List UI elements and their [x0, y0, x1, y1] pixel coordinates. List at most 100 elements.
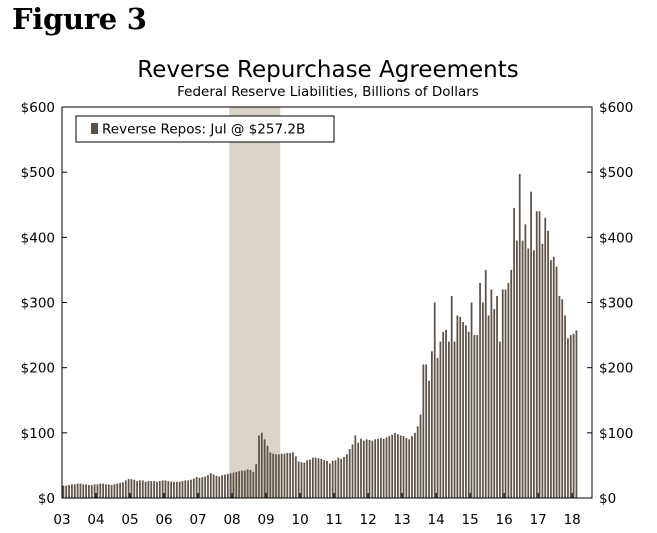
x-tick-label: 06	[155, 512, 172, 528]
bar	[212, 474, 215, 498]
bar	[269, 452, 272, 498]
bar	[379, 438, 382, 498]
bar	[209, 473, 212, 498]
bar	[569, 335, 572, 498]
bar	[263, 439, 266, 498]
bar	[541, 243, 544, 498]
bar	[62, 485, 65, 498]
bar	[323, 460, 326, 498]
bar	[357, 442, 360, 498]
bar	[309, 459, 311, 498]
bar	[144, 481, 147, 498]
bar	[130, 479, 133, 498]
bar	[133, 479, 136, 498]
bar	[544, 217, 547, 499]
bar	[365, 439, 368, 498]
bar	[428, 380, 430, 498]
x-axis-labels: 03 04 05 06 07 08 09 10 11 12 13 14 15 16 17 18	[53, 512, 580, 528]
bar	[564, 315, 566, 498]
bar	[224, 474, 226, 498]
bar	[419, 414, 422, 498]
bar	[201, 477, 204, 498]
bar	[411, 436, 413, 498]
bar	[88, 484, 90, 498]
bar	[232, 472, 235, 498]
bar	[110, 484, 113, 498]
bar	[402, 436, 405, 498]
bar	[71, 484, 73, 498]
bar	[96, 484, 99, 498]
bar	[533, 250, 535, 498]
bar	[351, 444, 354, 498]
bar	[368, 440, 371, 498]
bar	[450, 295, 453, 498]
bar	[85, 484, 87, 498]
bar	[507, 282, 510, 498]
bar	[575, 330, 578, 498]
bar	[493, 309, 496, 498]
bar	[314, 457, 317, 498]
x-tick-label: 15	[462, 512, 479, 528]
bar	[65, 485, 68, 498]
bar	[68, 484, 70, 498]
y-axis-left-labels: $0 $100 $200 $300 $400 $500 $600	[21, 100, 55, 507]
bar	[306, 460, 309, 498]
bar	[482, 302, 484, 498]
bar	[516, 240, 518, 498]
bar	[408, 439, 411, 498]
bar	[198, 477, 201, 498]
bar	[334, 460, 337, 498]
bar	[479, 282, 481, 498]
bar	[243, 470, 246, 498]
bar	[73, 484, 76, 498]
bar	[292, 452, 294, 498]
bar	[459, 316, 462, 498]
bar	[272, 453, 275, 498]
y-tick-label-left: $500	[21, 165, 55, 181]
x-tick-label: 14	[428, 512, 445, 528]
x-tick-label: 04	[87, 512, 104, 528]
chart-title: Reverse Repurchase Agreements	[137, 57, 518, 83]
legend-box: Reverse Repos: Jul @ $257.2B	[75, 115, 335, 143]
bar	[192, 478, 195, 498]
bar	[362, 440, 365, 498]
bar	[561, 299, 564, 498]
bar	[221, 475, 224, 498]
bar	[388, 436, 391, 498]
bar	[371, 440, 374, 498]
bar	[396, 434, 399, 498]
bar	[207, 475, 209, 498]
bar	[99, 483, 102, 498]
bar	[552, 256, 555, 498]
bar	[82, 484, 85, 498]
y-tick-label-right: $300	[599, 296, 633, 312]
bar	[487, 315, 490, 498]
y-tick-label-left: $100	[21, 426, 55, 442]
bar	[394, 432, 396, 498]
bar	[462, 322, 464, 498]
bar	[328, 463, 331, 498]
bar	[399, 435, 402, 498]
legend-label: Reverse Repos: Jul @ $257.2B	[102, 122, 305, 138]
bar	[173, 481, 175, 498]
bar	[374, 439, 377, 498]
bar	[181, 481, 184, 498]
bar	[190, 479, 192, 498]
bar	[337, 457, 340, 498]
bar	[504, 289, 507, 498]
bar	[175, 481, 178, 498]
bar	[510, 269, 513, 498]
bar	[354, 435, 357, 498]
bar	[187, 480, 190, 498]
bar	[238, 471, 241, 498]
bar	[473, 335, 476, 498]
bar	[119, 483, 121, 498]
bar	[124, 480, 127, 498]
bar	[90, 484, 93, 498]
bar	[283, 453, 286, 498]
bar	[442, 331, 445, 498]
bar	[524, 224, 527, 499]
x-tick-label: 13	[394, 512, 411, 528]
y-tick-label-right: $0	[599, 491, 616, 507]
